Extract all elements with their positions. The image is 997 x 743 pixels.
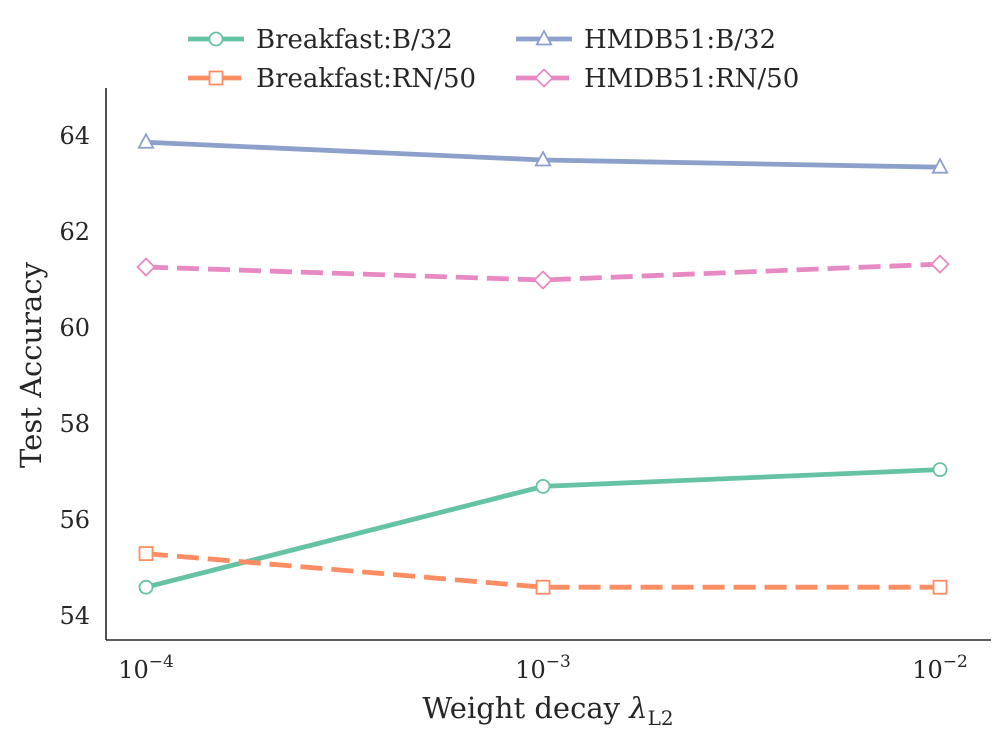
legend-marker [208,31,224,47]
data-point [534,150,552,167]
legend-label: HMDB51:B/32 [584,25,776,55]
data-point [533,270,553,290]
legend-marker [534,68,554,88]
series-breakfast-rn-50 [138,546,948,595]
legend-marker [535,29,553,46]
data-point [932,579,948,595]
data-point [930,254,950,274]
data-point [138,546,154,561]
x-axis-label: Weight decay λL2 [422,691,673,730]
series-hmdb51-b-32 [137,132,949,174]
series-line [145,551,940,590]
y-tick-label: 58 [59,410,90,438]
x-tick-label: 10−2 [912,652,968,684]
y-tick-label: 62 [59,218,90,246]
series-hmdb51-rn-50 [136,254,950,290]
series-layer [136,132,950,595]
data-point [535,478,551,494]
legend-entry: HMDB51:B/32 [516,25,776,55]
data-point [136,257,156,277]
legend: Breakfast:B/32 HMDB51:B/32 Breakfast:RN/50… [188,25,799,94]
data-point [535,579,551,595]
legend-entry: HMDB51:RN/50 [516,64,799,94]
legend-marker [208,70,224,86]
legend-label: HMDB51:RN/50 [584,64,799,94]
y-axis-label: Test Accuracy [14,261,48,468]
x-tick-labels: 10−4 10−3 10−2 [118,652,968,684]
data-point [138,579,154,595]
y-tick-label: 56 [59,506,90,534]
data-point [931,157,949,174]
series-breakfast-b-32 [138,462,948,595]
legend-entry: Breakfast:RN/50 [188,64,476,94]
legend-entry: Breakfast:B/32 [188,25,453,55]
data-point [932,462,948,478]
x-tick-label: 10−4 [118,652,174,684]
data-point [137,132,155,149]
x-tick-label: 10−3 [515,652,571,684]
y-tick-label: 60 [59,314,90,342]
legend-label: Breakfast:RN/50 [256,64,476,94]
series-line [145,261,941,283]
y-tick-label: 54 [59,602,90,630]
plot-area: 54 56 58 60 62 64 10−4 10−3 10−2 [59,88,991,684]
legend-label: Breakfast:B/32 [256,25,453,55]
y-tick-labels: 54 56 58 60 62 64 [59,122,90,630]
y-tick-label: 64 [59,122,90,150]
